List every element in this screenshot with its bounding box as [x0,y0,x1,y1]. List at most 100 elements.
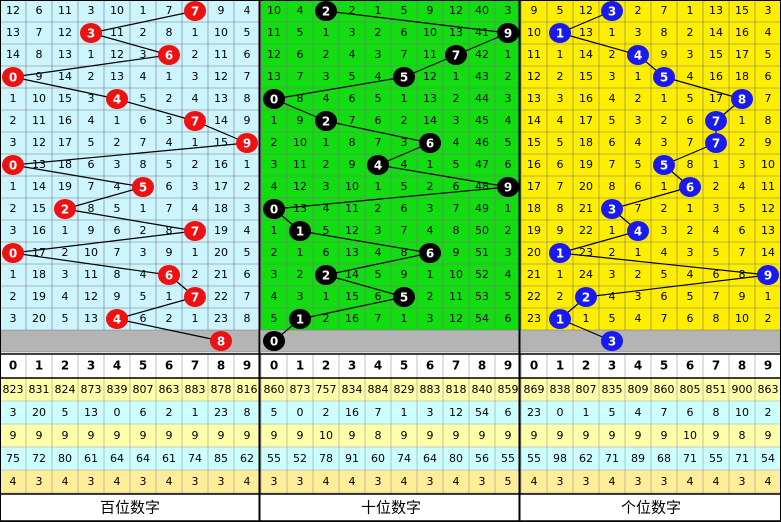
trend-line [12,252,170,276]
stat-cell: 883 [420,383,441,396]
omission-cell: 51 [475,246,489,259]
omission-cell: 15 [58,92,72,105]
omission-cell: 8 [297,92,304,105]
omission-cell: 4 [62,290,69,303]
omission-cell: 6 [453,180,460,193]
omission-cell: 13 [32,158,46,171]
omission-cell: 14 [579,48,593,61]
omission-cell: 3 [349,26,356,39]
omission-cell: 5 [687,92,694,105]
omission-cell: 6 [505,158,512,171]
omission-cell: 11 [527,48,541,61]
ball-label: 0 [9,71,17,85]
omission-cell: 1 [244,158,251,171]
ball [80,23,102,43]
omission-cell: 52 [475,268,489,281]
omission-cell: 7 [244,290,251,303]
omission-cell: 11 [84,268,98,281]
omission-cell: 8 [166,224,173,237]
omission-cell: 50 [475,224,489,237]
omission-cell: 4 [635,136,642,149]
omission-cell: 8 [609,180,616,193]
omission-cell: 44 [475,92,489,105]
omission-cell: 17 [735,48,749,61]
omission-cell: 2 [192,48,199,61]
omission-cell: 16 [214,158,228,171]
omission-cell: 15 [527,136,541,149]
stat-cell: 818 [446,383,467,396]
omission-cell: 2 [271,246,278,259]
stat-cell: 98 [553,452,567,465]
stat-cell: 9 [297,429,304,442]
omission-cell: 46 [475,136,489,149]
omission-cell: 2 [375,26,382,39]
trend-line [299,230,431,254]
omission-cell: 14 [6,48,20,61]
omission-cell: 11 [32,114,46,127]
omission-cell: 5 [140,92,147,105]
omission-cell: 6 [140,114,147,127]
ball [601,331,623,351]
omission-cell: 4 [140,268,147,281]
omission-cell: 8 [114,268,121,281]
omission-cell: 1 [557,48,564,61]
omission-cell: 12 [761,202,775,215]
omission-cell: 5 [505,136,512,149]
stat-cell: 91 [345,452,359,465]
omission-cell: 7 [453,202,460,215]
omission-cell: 19 [32,290,46,303]
omission-cell: 2 [88,70,95,83]
omission-cell: 14 [709,26,723,39]
omission-cell: 9 [36,70,43,83]
omission-cell: 6 [166,180,173,193]
omission-cell: 5 [297,26,304,39]
stat-cell: 7 [375,406,382,419]
trend-line [64,208,196,232]
stat-cell: 4 [635,406,642,419]
omission-cell: 5 [401,4,408,17]
header-digit: 3 [87,359,95,373]
header-digit: 9 [504,359,512,373]
omission-cell: 3 [166,114,173,127]
ball-label: 0 [9,159,17,173]
header-digit: 7 [452,359,460,373]
ball [497,23,519,43]
stat-cell: 89 [631,452,645,465]
stat-cell: 61 [162,452,176,465]
omission-cell: 2 [661,114,668,127]
omission-cell: 18 [58,158,72,171]
omission-cell: 5 [739,202,746,215]
stat-cell: 4 [609,475,616,488]
omission-cell: 6 [609,136,616,149]
ball [393,287,415,307]
stat-cell: 3 [88,475,95,488]
omission-cell: 1 [609,26,616,39]
omission-cell: 5 [271,312,278,325]
stat-cell: 20 [32,406,46,419]
header-digit: 2 [582,359,590,373]
omission-cell: 3 [244,202,251,215]
omission-cell: 16 [735,26,749,39]
omission-cell: 1 [401,312,408,325]
omission-cell: 13 [527,92,541,105]
omission-cell: 5 [635,158,642,171]
omission-cell: 3 [635,26,642,39]
omission-cell: 4 [557,114,564,127]
stat-cell: 54 [475,406,489,419]
stat-cell: 2 [765,406,772,419]
ball-label: 6 [165,269,173,283]
stat-cell: 834 [342,383,363,396]
ball [263,199,285,219]
omission-cell: 1 [166,290,173,303]
stat-cell: 3 [375,475,382,488]
omission-cell: 5 [609,312,616,325]
ball [263,89,285,109]
omission-cell: 2 [192,158,199,171]
stat-cell: 3 [427,406,434,419]
ball [705,111,727,131]
ball [627,45,649,65]
omission-cell: 7 [375,136,382,149]
ball-label: 2 [61,203,69,217]
ball-label: 7 [191,5,199,19]
ball [549,23,571,43]
